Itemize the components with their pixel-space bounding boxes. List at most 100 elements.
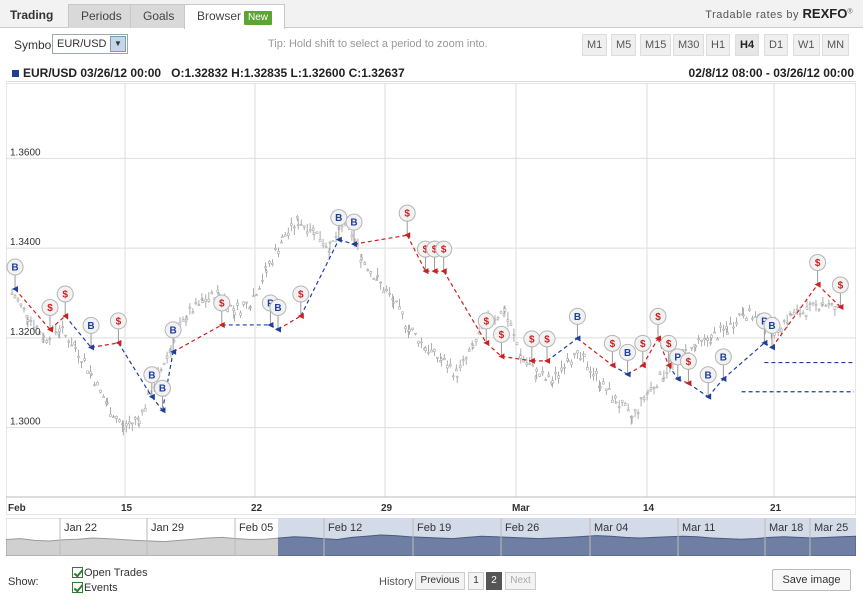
trade-marker-s[interactable] — [809, 254, 827, 272]
trade-marker-b[interactable] — [6, 258, 24, 276]
trade-marker-label: B — [350, 218, 357, 229]
period-button-h1[interactable]: H1 — [706, 34, 731, 56]
candle-body — [32, 327, 36, 330]
candle-body — [785, 321, 789, 324]
trade-marker-b[interactable] — [269, 298, 287, 316]
checkbox-checked-icon[interactable] — [72, 567, 83, 578]
candle-body — [363, 262, 367, 265]
trade-marker-label: $ — [815, 258, 821, 269]
period-button-h4[interactable]: H4 — [735, 34, 760, 56]
tab-browser[interactable]: Browser New — [184, 4, 286, 29]
trade-arrow-icon — [574, 335, 581, 342]
candle-body — [617, 406, 621, 408]
trade-arrow-icon — [639, 362, 646, 369]
save-image-button[interactable]: Save image — [772, 569, 851, 591]
period-button-d1[interactable]: D1 — [764, 34, 789, 56]
trade-marker-b[interactable] — [345, 213, 363, 231]
candle-body — [583, 353, 586, 357]
period-button-m1[interactable]: M1 — [582, 34, 608, 56]
candle-body — [331, 240, 335, 243]
candle-body — [824, 305, 828, 307]
candle-body — [77, 355, 80, 358]
period-button-m5[interactable]: M5 — [611, 34, 637, 56]
candle-body — [38, 331, 42, 335]
candle-body — [445, 365, 449, 369]
symbol-value: EUR/USD — [57, 38, 107, 50]
trade-marker-s[interactable] — [492, 325, 510, 343]
trade-marker-s[interactable] — [538, 330, 556, 348]
candle-body — [408, 328, 411, 332]
candle-body — [252, 295, 255, 298]
trade-marker-s[interactable] — [649, 307, 667, 325]
candle-body — [296, 224, 300, 226]
trade-marker-b[interactable] — [164, 321, 182, 339]
trade-marker-b[interactable] — [714, 348, 732, 366]
candle-body — [232, 308, 235, 311]
next-button[interactable]: Next — [505, 572, 536, 590]
period-button-mn[interactable]: MN — [822, 34, 850, 56]
previous-button[interactable]: Previous — [415, 572, 465, 590]
page-2-button[interactable]: 2 — [486, 572, 502, 590]
navigator-label: Feb 19 — [417, 522, 451, 534]
events-toggle[interactable]: Events — [72, 582, 118, 594]
x-tick-label: Mar — [512, 503, 530, 514]
trade-marker-b[interactable] — [568, 307, 586, 325]
candle-body — [295, 216, 299, 219]
candle-body — [735, 322, 738, 325]
trade-marker-s[interactable] — [477, 312, 495, 330]
trade-arrow-icon — [422, 268, 429, 275]
trade-marker-s[interactable] — [435, 240, 453, 258]
candle-body — [204, 299, 208, 302]
price-chart[interactable]: B$$B$BBB$PB$BB$$$$$$$$B$B$$$P$BBPB$$ 1.3… — [6, 83, 856, 515]
trade-arrow-icon — [814, 281, 821, 288]
candle-body — [592, 374, 595, 377]
trade-marker-b[interactable] — [619, 343, 637, 361]
trade-marker-s[interactable] — [603, 334, 621, 352]
candle-body — [665, 372, 669, 375]
trade-marker-s[interactable] — [634, 334, 652, 352]
candle-body — [106, 402, 109, 405]
trade-marker-s[interactable] — [660, 334, 678, 352]
trade-marker-s[interactable] — [398, 204, 416, 222]
trade-marker-s[interactable] — [41, 298, 59, 316]
trade-marker-s[interactable] — [56, 285, 74, 303]
trade-marker-s[interactable] — [679, 352, 697, 370]
tab-goals[interactable]: Goals — [130, 4, 188, 28]
period-button-m15[interactable]: M15 — [640, 34, 672, 56]
chevron-down-icon[interactable]: ▼ — [110, 36, 126, 52]
candle-body — [45, 339, 49, 343]
trade-link — [172, 324, 223, 353]
tab-periods[interactable]: Periods — [68, 4, 135, 28]
trade-marker-b[interactable] — [153, 379, 171, 397]
candle-body — [722, 328, 725, 331]
trade-marker-s[interactable] — [213, 294, 231, 312]
chart-frame — [6, 83, 856, 515]
tab-browser-label: Browser — [197, 9, 242, 23]
candle-body — [131, 422, 134, 425]
candle-body — [286, 232, 290, 236]
trade-marker-b[interactable] — [143, 366, 161, 384]
trade-marker-b[interactable] — [699, 366, 717, 384]
checkbox-checked-icon[interactable] — [72, 582, 83, 593]
trade-marker-b[interactable] — [763, 316, 781, 334]
trade-marker-s[interactable] — [292, 285, 310, 303]
candle-body — [525, 362, 529, 365]
tab-goals-label: Goals — [143, 9, 175, 23]
candle-body — [289, 223, 293, 226]
trade-marker-s[interactable] — [831, 276, 849, 294]
candle-body — [277, 250, 280, 254]
candle-body — [264, 266, 267, 269]
trade-arrow-icon — [148, 393, 155, 400]
trade-marker-b[interactable] — [82, 316, 100, 334]
trade-marker-s[interactable] — [109, 312, 127, 330]
y-tick-label: 1.3000 — [10, 417, 41, 428]
period-button-w1[interactable]: W1 — [793, 34, 820, 56]
navigator-label: Jan 22 — [64, 522, 97, 534]
symbol-select[interactable]: EUR/USD ▼ — [52, 34, 128, 54]
period-button-m30[interactable]: M30 — [673, 34, 705, 56]
page-1-button[interactable]: 1 — [468, 572, 484, 590]
candle-body — [436, 356, 439, 359]
navigator[interactable]: Jan 22 Jan 29 Feb 05 Feb 12 Feb 19 Feb 26 Mar … — [6, 518, 856, 556]
candle-body — [22, 307, 26, 310]
open-trades-toggle[interactable]: Open Trades — [72, 567, 148, 579]
